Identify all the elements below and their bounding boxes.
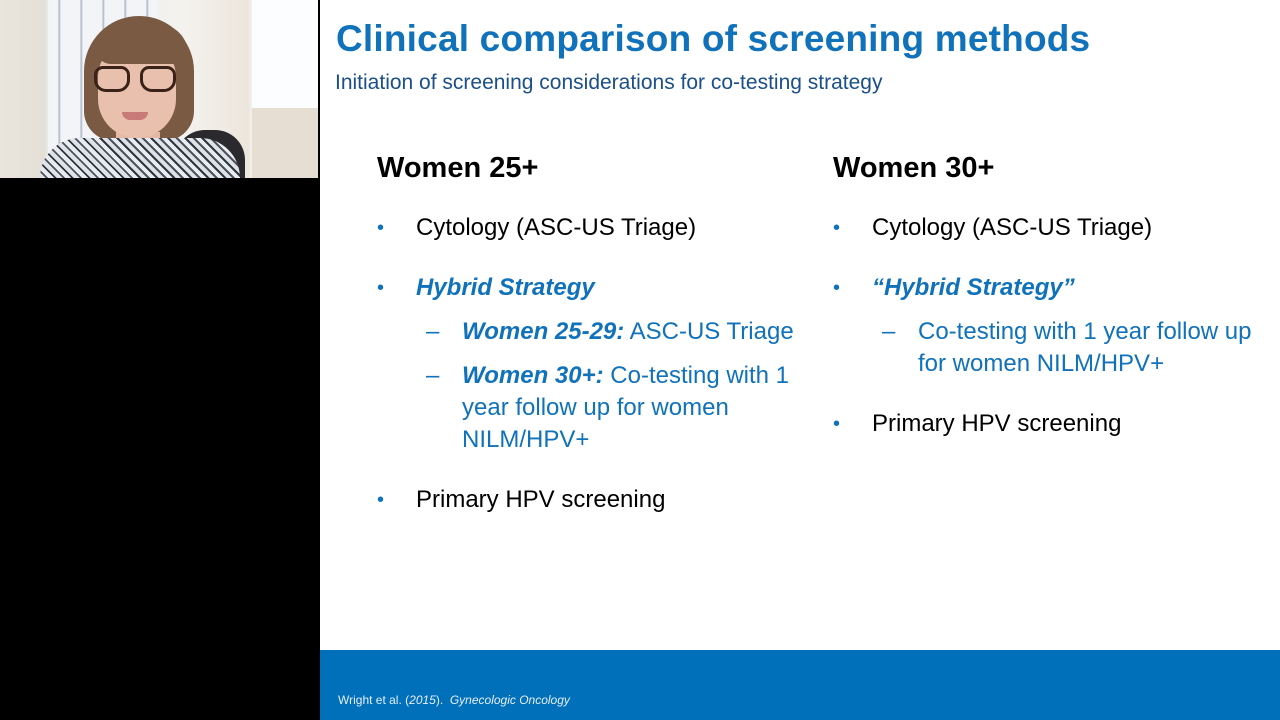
citation-year: 2015 <box>409 693 436 707</box>
wall <box>252 108 318 178</box>
glasses-lens-right <box>140 66 176 92</box>
presenter-shirt <box>40 138 240 178</box>
sub-list: – Co-testing with 1 year follow up for w… <box>872 316 1253 380</box>
citation: Wright et al. (2015). Gynecologic Oncolo… <box>338 693 570 707</box>
glasses-lens-left <box>94 66 130 92</box>
slide: Clinical comparison of screening methods… <box>320 0 1280 720</box>
presenter-panel <box>0 0 320 720</box>
presenter-mouth <box>122 112 148 120</box>
bullet-icon: • <box>377 489 385 511</box>
list-item: • “Hybrid Strategy” – Co-testing with 1 … <box>833 272 1253 380</box>
sub-item-lead: Women 25-29: <box>462 318 625 345</box>
list-item-label: Primary HPV screening <box>872 410 1122 437</box>
list-item: • Cytology (ASC-US Triage) <box>377 212 797 244</box>
bullet-icon: • <box>377 217 385 239</box>
list-item-label: Primary HPV screening <box>416 486 666 513</box>
sub-list: – Women 25-29: ASC-US Triage – Women 30+… <box>416 316 797 456</box>
list-item-label: Cytology (ASC-US Triage) <box>872 214 1153 241</box>
slide-subtitle: Initiation of screening considerations f… <box>335 71 883 94</box>
sub-item-lead: Women 30+: <box>462 362 604 389</box>
column-heading: Women 25+ <box>377 152 539 184</box>
citation-close: ). <box>435 693 450 707</box>
bullet-icon: • <box>833 413 841 435</box>
list-item-label: Hybrid Strategy <box>416 274 595 301</box>
sub-item-text: Co-testing with 1 year follow up for wom… <box>462 362 790 453</box>
list-item-label: Cytology (ASC-US Triage) <box>416 214 697 241</box>
list-item: • Cytology (ASC-US Triage) <box>833 212 1253 244</box>
bullet-icon: • <box>377 277 385 299</box>
dash-icon: – <box>882 318 896 345</box>
presenter-glasses <box>94 66 176 94</box>
presenter-webcam-video <box>0 0 318 178</box>
slide-title: Clinical comparison of screening methods <box>336 18 1091 59</box>
citation-author: Wright et al. ( <box>338 693 410 707</box>
sub-item-text: ASC-US Triage <box>624 318 794 345</box>
slide-footer: Wright et al. (2015). Gynecologic Oncolo… <box>320 650 1280 720</box>
list-item: • Primary HPV screening <box>833 408 1253 440</box>
sub-item-text: Co-testing with 1 year follow up for wom… <box>918 318 1252 377</box>
presenter-fringe <box>96 24 188 64</box>
citation-journal: Gynecologic Oncology <box>449 693 570 707</box>
column-heading: Women 30+ <box>833 152 995 184</box>
column-women-30-plus: Women 30+ • Cytology (ASC-US Triage) • “… <box>833 150 1253 468</box>
dash-icon: – <box>426 318 440 345</box>
sub-list-item: – Women 25-29: ASC-US Triage <box>416 316 797 348</box>
sub-list-item: – Co-testing with 1 year follow up for w… <box>872 316 1253 380</box>
list-item: • Hybrid Strategy – Women 25-29: ASC-US … <box>377 272 797 456</box>
list-item: • Primary HPV screening <box>377 484 797 516</box>
dash-icon: – <box>426 362 440 389</box>
column-women-25-plus: Women 25+ • Cytology (ASC-US Triage) • H… <box>377 150 797 544</box>
sub-list-item: – Women 30+: Co-testing with 1 year foll… <box>416 360 797 456</box>
bullet-icon: • <box>833 277 841 299</box>
window <box>252 0 318 108</box>
bullet-icon: • <box>833 217 841 239</box>
list-item-label: “Hybrid Strategy” <box>872 274 1075 301</box>
